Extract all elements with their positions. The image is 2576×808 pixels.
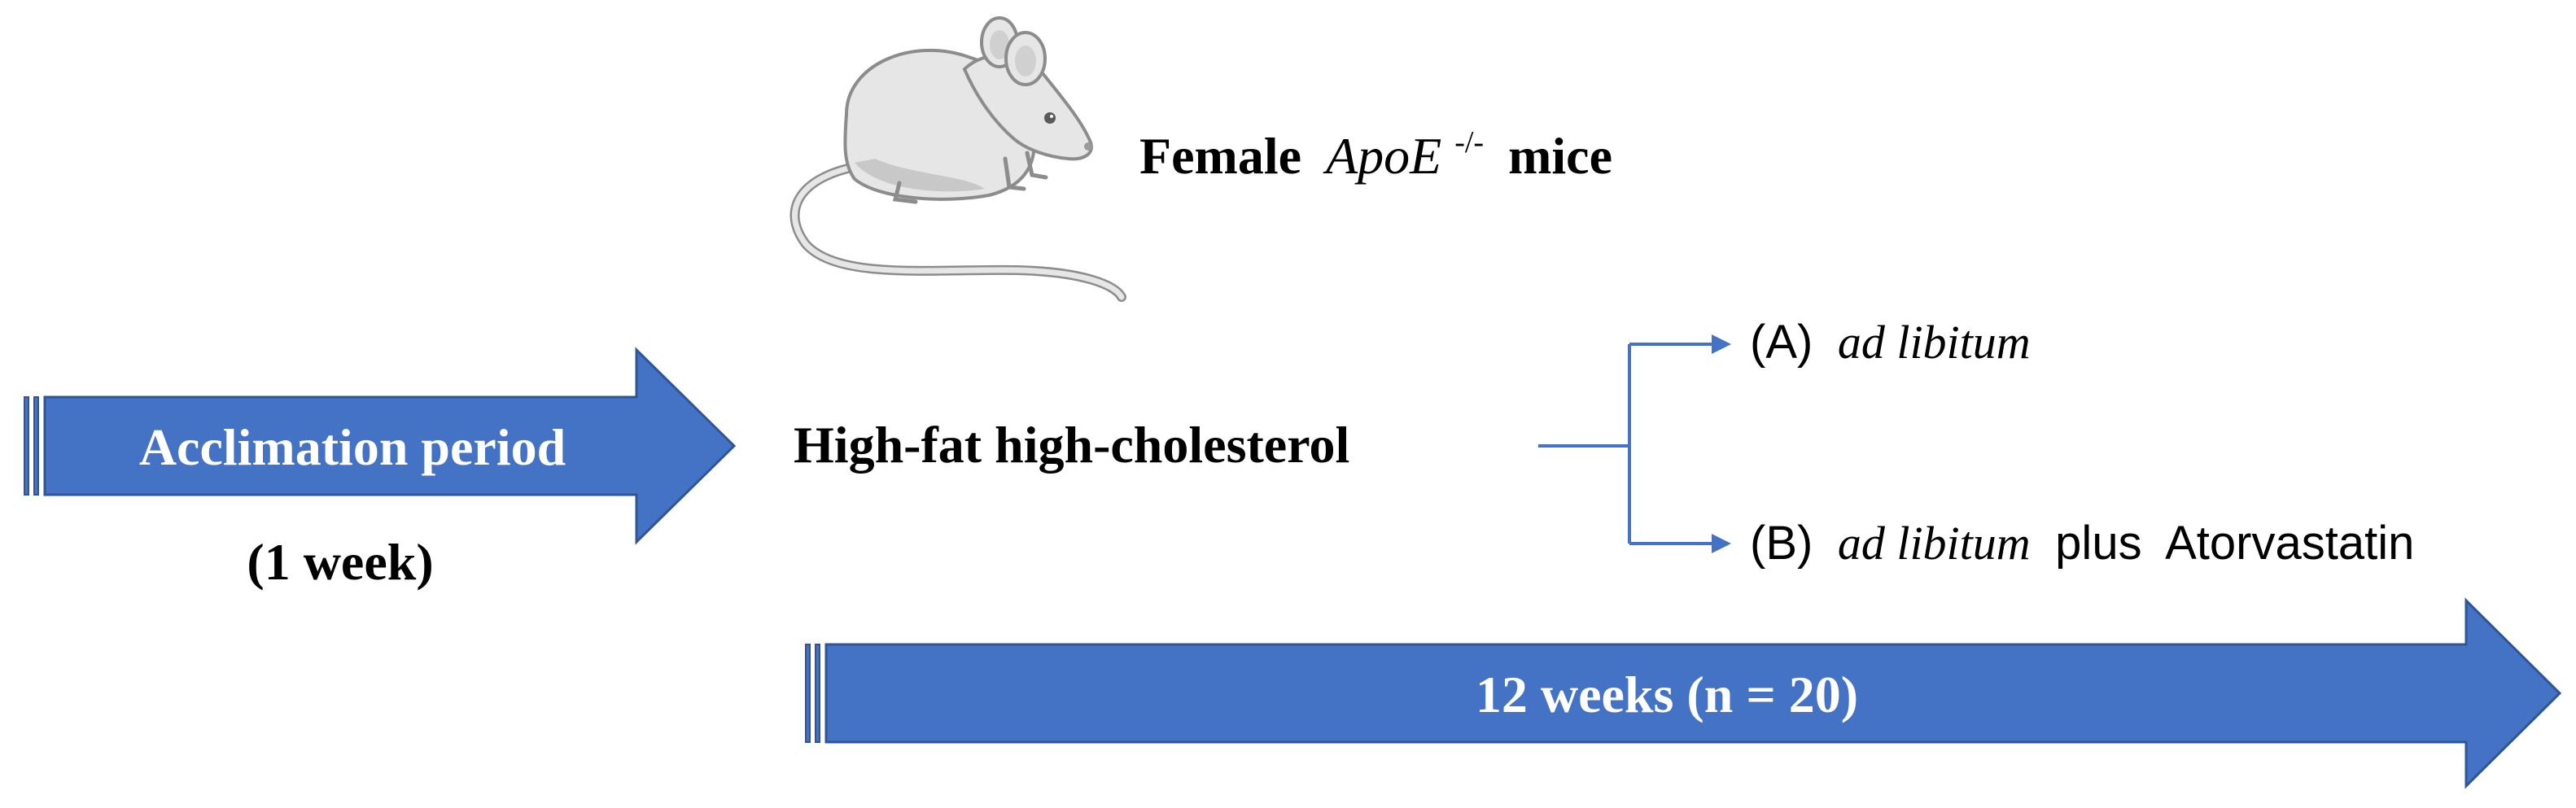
subject-title: Female ApoE -/- mice: [1139, 106, 1612, 185]
subject-suffix: mice: [1508, 127, 1612, 185]
branch-arrowhead-b: [1712, 534, 1731, 553]
group-b-plus: plus: [2055, 517, 2141, 570]
group-b-letter: (B): [1750, 517, 1813, 570]
subject-gene: ApoE: [1323, 127, 1441, 185]
branch-arrowhead-a: [1712, 334, 1731, 354]
group-b-label: (B) ad libitum plus Atorvastatin: [1750, 517, 2414, 570]
acclimation-duration: (1 week): [247, 533, 433, 591]
acclimation-arrow: [24, 347, 737, 545]
group-a-regimen: ad libitum: [1838, 316, 2031, 369]
group-a-label: (A) ad libitum: [1750, 316, 2031, 369]
group-b-drug: Atorvastatin: [2165, 517, 2414, 570]
subject-prefix: Female: [1139, 127, 1301, 185]
timeline-label: 12 weeks (n = 20): [1476, 666, 1858, 723]
acclimation-label: Acclimation period: [139, 418, 566, 476]
diet-label: High-fat high-cholesterol: [794, 416, 1349, 474]
timeline-arrow: [805, 597, 2562, 789]
branch-connector: [1538, 343, 1713, 545]
group-a-letter: (A): [1750, 316, 1813, 369]
group-b-regimen: ad libitum: [1838, 517, 2031, 570]
mouse-icon: [789, 16, 1126, 302]
subject-gene-superscript: -/-: [1454, 125, 1484, 159]
